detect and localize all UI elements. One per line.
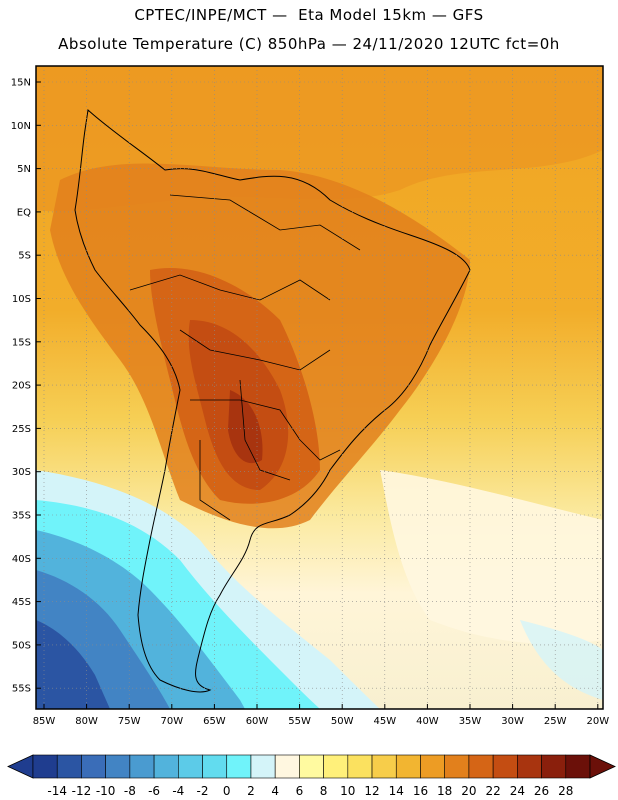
colorbar-swatch (274, 754, 300, 779)
lon-label: 25W (544, 716, 567, 727)
map-frame (35, 65, 604, 710)
lat-label: 45S (12, 597, 31, 608)
lon-label: 45W (373, 716, 396, 727)
colorbar-label: -14 (47, 784, 67, 798)
colorbar-swatch (81, 754, 106, 779)
colorbar-label: 0 (223, 784, 231, 798)
lon-label: 50W (331, 716, 354, 727)
coastline (74, 109, 471, 693)
colorbar-swatch (56, 754, 82, 779)
colorbar-label: 4 (271, 784, 279, 798)
colorbar-left-arrow (7, 754, 34, 779)
colorbar-swatch (420, 754, 445, 779)
colorbar-swatch (444, 754, 470, 779)
colorbar-swatch (299, 754, 324, 779)
colorbar-label: -6 (148, 784, 160, 798)
lat-label: 25S (12, 424, 31, 435)
graticule (36, 66, 603, 709)
colorbar-swatch (541, 754, 567, 779)
lon-label: 85W (33, 716, 56, 727)
colorbar-label: 20 (461, 784, 476, 798)
lat-label: EQ (17, 207, 31, 218)
colorbar-swatch (492, 754, 518, 779)
map-title-line2: Absolute Temperature (C) 850hPa — 24/11/… (58, 35, 560, 53)
lon-label: 75W (118, 716, 141, 727)
country-borders (129, 194, 361, 521)
colorbar-label: 14 (389, 784, 404, 798)
colorbar-label: 18 (437, 784, 452, 798)
lat-label: 35S (12, 511, 31, 522)
lon-label: 60W (246, 716, 269, 727)
lon-label: 40W (416, 716, 439, 727)
colorbar-swatch (371, 754, 397, 779)
colorbar-swatch (468, 754, 494, 779)
colorbar-label: 26 (534, 784, 549, 798)
colorbar-label: -8 (124, 784, 136, 798)
lat-label: 15S (12, 337, 31, 348)
colorbar-swatch (250, 754, 276, 779)
lon-label: 20W (586, 716, 609, 727)
lon-label: 65W (203, 716, 226, 727)
lon-label: 30W (501, 716, 524, 727)
colorbar-swatch (178, 754, 203, 779)
colorbar-label: 22 (485, 784, 500, 798)
colorbar-label: 8 (320, 784, 328, 798)
colorbar-swatch (517, 754, 542, 779)
colorbar-swatch (323, 754, 349, 779)
colorbar-label: 16 (413, 784, 428, 798)
latitude-labels: 15N 10N 5N EQ 5S 10S 15S 20S 25S 30S 35S 40S 45S 50S 5… (11, 78, 41, 695)
lat-label: 10N (11, 121, 31, 132)
longitude-labels: 85W 80W 75W 70W 65W 60W 55W 50W 45W 40W 35W 30W 25W 2… (33, 704, 609, 727)
colorbar-swatch (153, 754, 179, 779)
lon-label: 35W (459, 716, 482, 727)
colorbar-label: 2 (247, 784, 255, 798)
colorbar-swatch (347, 754, 373, 779)
lat-label: 55S (12, 684, 31, 695)
temperature-field (36, 66, 603, 709)
colorbar-label: 24 (510, 784, 525, 798)
lat-label: 15N (11, 78, 31, 89)
colorbar-swatch (202, 754, 228, 779)
colorbar-right-arrow (589, 754, 616, 779)
lat-label: 30S (12, 467, 31, 478)
colorbar-swatch (565, 754, 591, 779)
map-title-line1: CPTEC/INPE/MCT — Eta Model 15km — GFS (134, 6, 484, 24)
lat-label: 40S (12, 554, 31, 565)
colorbar-swatch (226, 754, 252, 779)
colorbar-swatch (105, 754, 131, 779)
lat-label: 10S (12, 294, 31, 305)
lat-label: 5S (18, 251, 31, 262)
colorbar: -14 -12 -10 -8 -6 -4 -2 0 2 4 6 8 10 12 14 16 18 20 22 24 26… (7, 754, 616, 798)
colorbar-label: -10 (96, 784, 116, 798)
lat-label: 20S (12, 381, 31, 392)
lon-label: 55W (288, 716, 311, 727)
colorbar-label: -2 (197, 784, 209, 798)
colorbar-label: 12 (364, 784, 379, 798)
colorbar-label: 10 (340, 784, 355, 798)
lon-label: 80W (75, 716, 98, 727)
colorbar-swatch (129, 754, 155, 779)
colorbar-swatch (32, 754, 58, 779)
colorbar-swatch (395, 754, 421, 779)
lat-label: 50S (12, 640, 31, 651)
colorbar-label: -4 (172, 784, 184, 798)
colorbar-label: -12 (72, 784, 92, 798)
colorbar-label: 6 (296, 784, 304, 798)
lon-label: 70W (160, 716, 183, 727)
lat-label: 5N (17, 164, 31, 175)
colorbar-label: 28 (558, 784, 573, 798)
